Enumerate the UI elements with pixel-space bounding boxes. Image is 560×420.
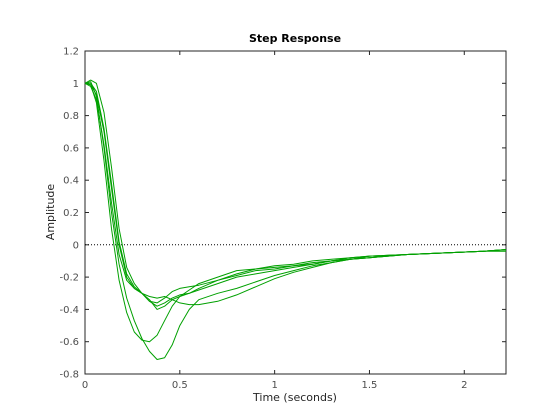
y-tick-label: -0.4 <box>59 305 79 316</box>
y-tick-label: 0 <box>73 240 79 251</box>
x-tick-label: 1 <box>271 380 277 391</box>
x-tick-label: 1.5 <box>362 380 378 391</box>
y-tick-label: -0.8 <box>59 370 79 381</box>
x-axis-title: Time (seconds) <box>252 391 337 404</box>
axes-box <box>84 50 507 375</box>
series-line-5 <box>84 82 507 306</box>
plot-area: -0.8 -0.6 -0.4 -0.2 0 0.2 0.4 0.6 0.8 1 1.2 0 0.5 1 1.… <box>59 47 507 391</box>
y-tick-label: 0.6 <box>63 143 79 154</box>
series-line-2 <box>84 82 507 343</box>
x-tick-label: 0.5 <box>172 380 188 391</box>
y-tick-label: 1 <box>73 79 79 90</box>
y-tick-label: 1.2 <box>63 47 79 58</box>
chart-title: Step Response <box>249 32 341 45</box>
x-tick-label: 2 <box>461 380 467 391</box>
y-tick-label: -0.2 <box>59 273 79 284</box>
y-tick-label: 0.8 <box>63 111 79 122</box>
x-tick-label: 0 <box>82 380 88 391</box>
y-axis-title: Amplitude <box>44 184 57 241</box>
series-line-6 <box>85 82 507 304</box>
y-tick-label: 0.2 <box>63 208 79 219</box>
y-tick-label: -0.6 <box>59 337 79 348</box>
y-tick-label: 0.4 <box>63 176 79 187</box>
